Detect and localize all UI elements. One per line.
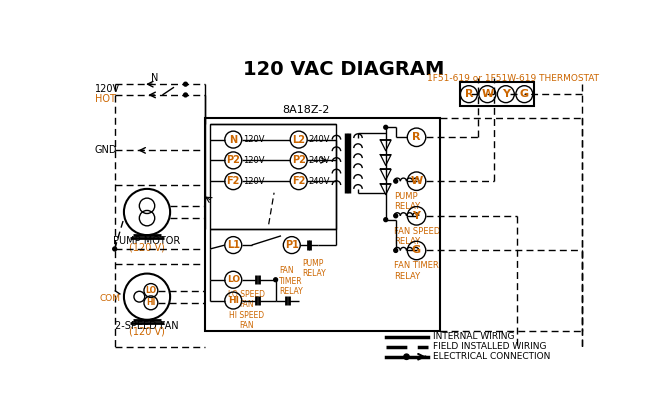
Text: W: W [411, 176, 423, 186]
Text: P2: P2 [226, 155, 241, 166]
Text: W: W [481, 89, 494, 99]
Text: (120 V): (120 V) [129, 242, 165, 252]
Text: L2: L2 [292, 134, 306, 145]
Circle shape [184, 82, 188, 86]
Text: FIELD INSTALLED WIRING: FIELD INSTALLED WIRING [433, 342, 546, 351]
Text: COM: COM [99, 294, 120, 303]
Text: Y: Y [502, 89, 510, 99]
Text: PUMP
RELAY: PUMP RELAY [303, 259, 326, 278]
Text: N: N [229, 134, 237, 145]
Text: N: N [151, 72, 158, 83]
Circle shape [394, 214, 398, 218]
Bar [210, 124, 336, 229]
Text: HI SPEED
FAN: HI SPEED FAN [228, 310, 264, 330]
Text: FAN SPEED
RELAY: FAN SPEED RELAY [394, 227, 440, 246]
Text: LO SPEED
FAN: LO SPEED FAN [228, 290, 265, 309]
Text: G: G [520, 89, 529, 99]
Text: F2: F2 [292, 176, 306, 186]
Text: L1: L1 [226, 240, 240, 250]
Text: F2: F2 [226, 176, 240, 186]
Text: R: R [464, 89, 473, 99]
Text: 8A18Z-2: 8A18Z-2 [283, 105, 330, 115]
Text: 240V: 240V [309, 156, 330, 165]
Bar [460, 82, 533, 106]
Text: 2-SPEED FAN: 2-SPEED FAN [115, 321, 179, 331]
Circle shape [394, 248, 398, 252]
Text: INTERNAL WIRING: INTERNAL WIRING [433, 332, 514, 341]
Circle shape [394, 179, 398, 183]
Circle shape [113, 247, 117, 251]
Text: 120V: 120V [243, 135, 265, 144]
Text: ELECTRICAL CONNECTION: ELECTRICAL CONNECTION [433, 352, 550, 361]
Text: 120V: 120V [94, 84, 120, 94]
Text: P2: P2 [291, 155, 306, 166]
Text: HI: HI [228, 296, 239, 305]
Text: 120V: 120V [243, 156, 265, 165]
Circle shape [404, 354, 409, 360]
Text: Y: Y [413, 211, 421, 221]
Text: GND: GND [94, 145, 117, 155]
Text: FAN
TIMER
RELAY: FAN TIMER RELAY [279, 266, 304, 296]
Text: LO: LO [226, 275, 240, 284]
Text: 120 VAC DIAGRAM: 120 VAC DIAGRAM [243, 59, 444, 78]
Text: PUMP MOTOR: PUMP MOTOR [113, 236, 181, 246]
Text: R: R [412, 132, 421, 142]
Circle shape [384, 218, 388, 222]
Text: 240V: 240V [309, 135, 330, 144]
Text: 240V: 240V [309, 177, 330, 186]
Text: (120 V): (120 V) [129, 327, 165, 337]
Circle shape [384, 125, 388, 129]
Text: 1F51-619 or 1F51W-619 THERMOSTAT: 1F51-619 or 1F51W-619 THERMOSTAT [427, 73, 599, 83]
Circle shape [273, 278, 277, 282]
Text: HI: HI [146, 298, 155, 308]
Text: LO: LO [145, 286, 156, 295]
Circle shape [184, 93, 188, 97]
Text: P1: P1 [285, 240, 299, 250]
Bar [205, 118, 440, 331]
Text: G: G [412, 246, 421, 256]
Text: 120V: 120V [243, 177, 265, 186]
Text: HOT: HOT [94, 94, 115, 104]
Text: PUMP
RELAY: PUMP RELAY [394, 192, 420, 211]
Text: FAN TIMER
RELAY: FAN TIMER RELAY [394, 261, 439, 281]
